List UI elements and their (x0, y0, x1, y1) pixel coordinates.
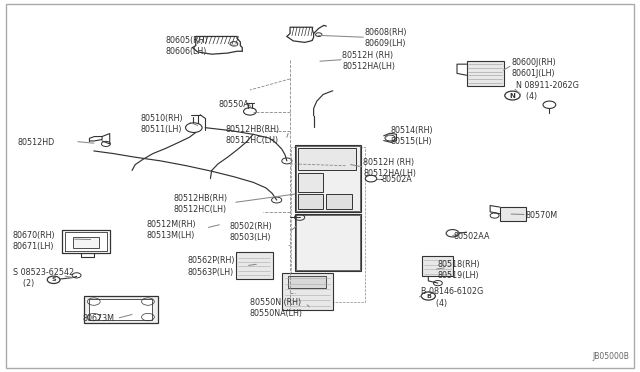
Text: 80512H (RH)
80512HA(LH): 80512H (RH) 80512HA(LH) (342, 51, 396, 71)
Bar (294, 214, 362, 271)
Bar (326, 194, 352, 209)
Bar (291, 147, 365, 302)
Text: 80570M: 80570M (525, 211, 557, 220)
Text: B 08146-6102G
      (4): B 08146-6102G (4) (420, 288, 483, 308)
Text: 80510(RH)
80511(LH): 80510(RH) 80511(LH) (140, 114, 183, 134)
Text: 80502A: 80502A (381, 175, 412, 184)
Bar (298, 173, 323, 192)
Text: 80512HD: 80512HD (17, 138, 54, 147)
Text: N: N (509, 93, 515, 99)
Bar (296, 147, 360, 211)
Text: 80605(RH)
80606(LH): 80605(RH) 80606(LH) (166, 36, 209, 57)
Text: 80562P(RH)
80563P(LH): 80562P(RH) 80563P(LH) (188, 256, 235, 276)
Text: 80518(RH)
80519(LH): 80518(RH) 80519(LH) (438, 260, 481, 280)
Bar (467, 61, 504, 86)
Text: 80673M: 80673M (83, 314, 115, 323)
Text: 80550N (RH)
80550NA(LH): 80550N (RH) 80550NA(LH) (250, 298, 303, 318)
Bar (84, 296, 157, 323)
Text: 80512HB(RH)
80512HC(LH): 80512HB(RH) 80512HC(LH) (173, 194, 228, 214)
Text: 80514(RH)
80515(LH): 80514(RH) 80515(LH) (390, 126, 433, 146)
Text: S: S (51, 277, 56, 282)
Bar (298, 148, 356, 170)
Text: 80512M(RH)
80513M(LH): 80512M(RH) 80513M(LH) (147, 219, 196, 240)
Text: 80502AA: 80502AA (454, 232, 490, 241)
Bar (298, 194, 323, 209)
Text: N 08911-2062G
    (4): N 08911-2062G (4) (516, 81, 579, 101)
Text: 80512HB(RH)
80512HC(LH): 80512HB(RH) 80512HC(LH) (226, 125, 280, 145)
Bar (90, 299, 152, 320)
Text: 80600J(RH)
80601J(LH): 80600J(RH) 80601J(LH) (511, 58, 556, 78)
Text: JB05000B: JB05000B (592, 352, 629, 361)
Text: 80502(RH)
80503(LH): 80502(RH) 80503(LH) (230, 222, 272, 242)
Text: 80550A: 80550A (218, 100, 249, 109)
Bar (74, 237, 99, 248)
Text: 80670(RH)
80671(LH): 80670(RH) 80671(LH) (13, 231, 56, 251)
Text: B: B (426, 294, 431, 298)
Text: 80608(RH)
80609(LH): 80608(RH) 80609(LH) (365, 28, 407, 48)
Bar (296, 215, 360, 270)
Bar (236, 253, 273, 279)
Bar (288, 276, 326, 288)
Bar (422, 256, 452, 276)
Bar (282, 273, 333, 310)
Text: S 08523-62542
    (2): S 08523-62542 (2) (13, 267, 74, 288)
Bar (500, 207, 527, 221)
Text: 80512H (RH)
80512HA(LH): 80512H (RH) 80512HA(LH) (364, 158, 417, 178)
Bar (294, 145, 362, 212)
